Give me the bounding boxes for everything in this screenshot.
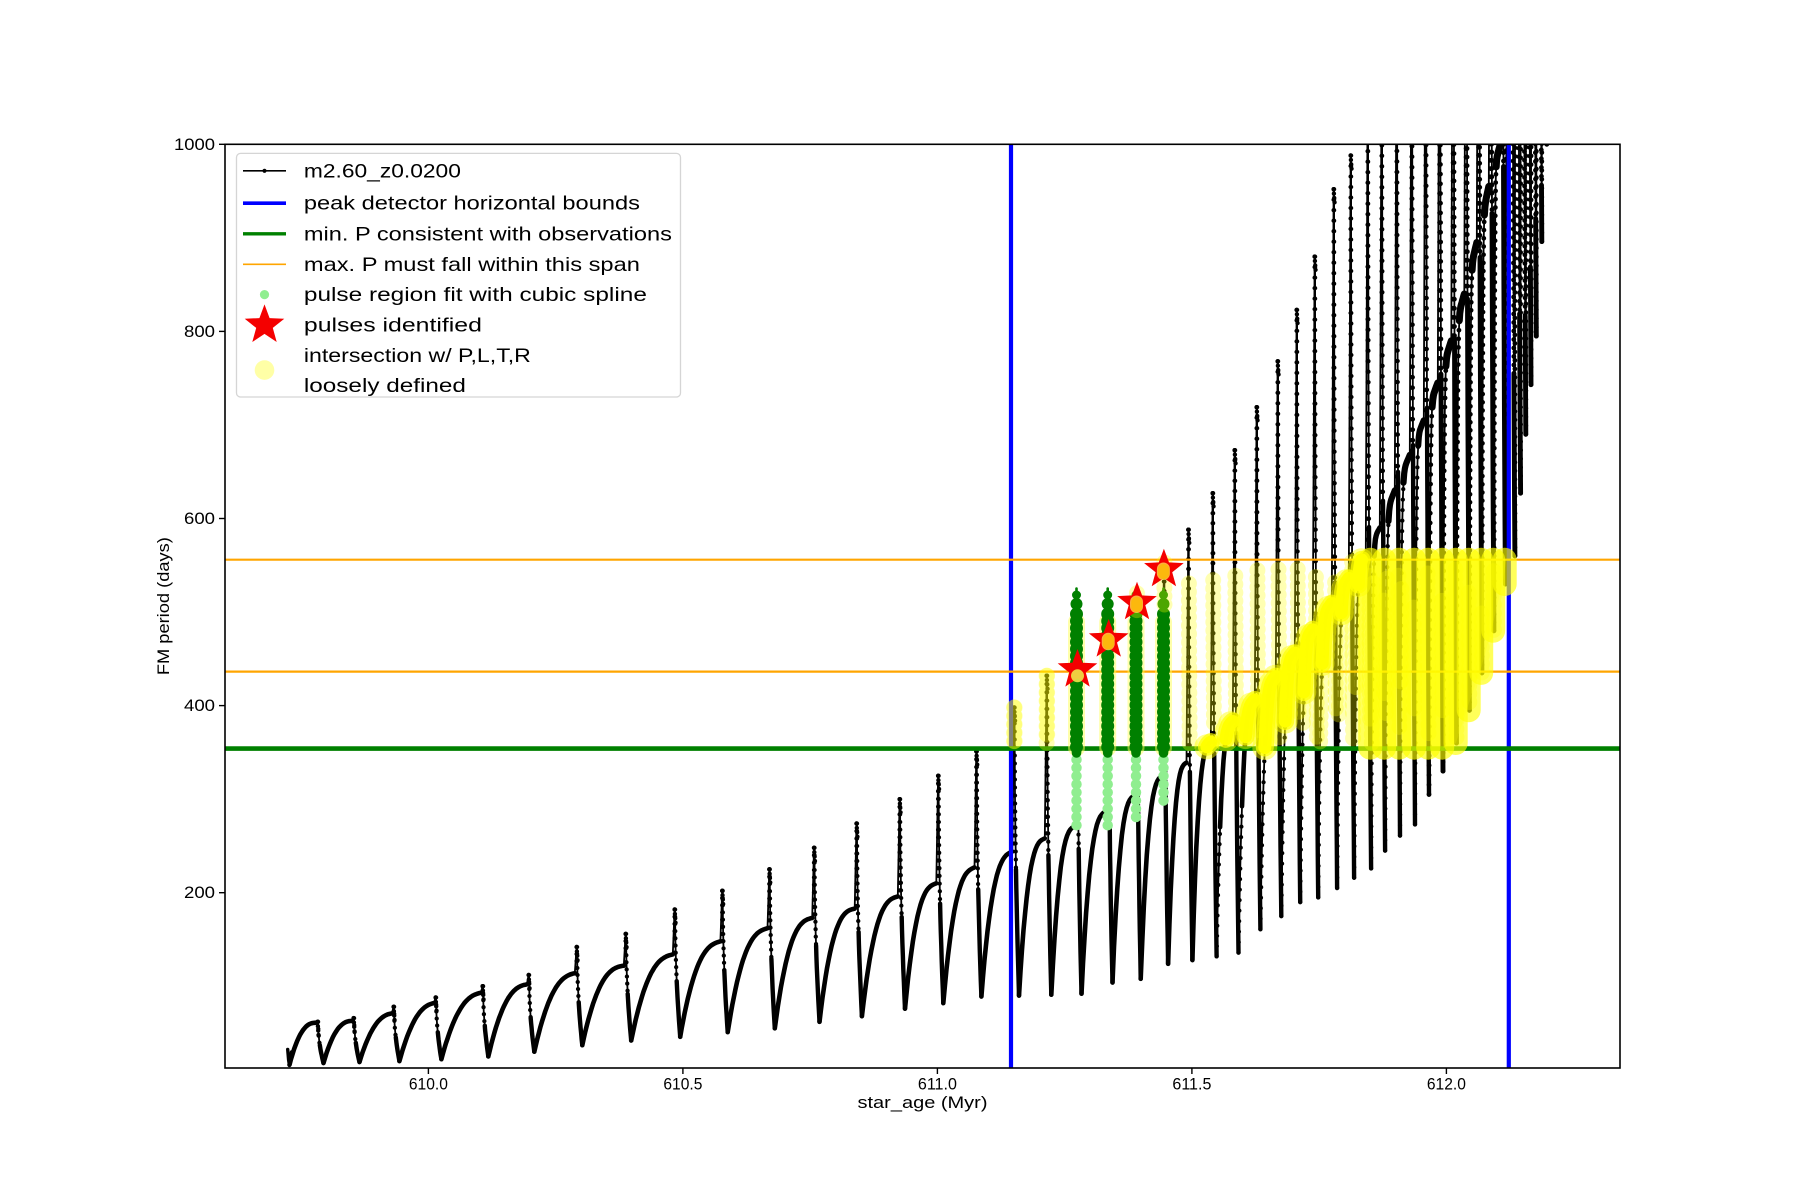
svg-text:star_age (Myr): star_age (Myr) (858, 1094, 988, 1112)
svg-text:min. P consistent with observa: min. P consistent with observations (304, 223, 672, 245)
svg-text:max. P must fall within this s: max. P must fall within this span (304, 254, 640, 276)
svg-text:loosely defined: loosely defined (304, 375, 466, 397)
svg-text:pulses identified: pulses identified (304, 315, 482, 337)
svg-text:800: 800 (184, 323, 215, 341)
svg-text:FM period (days): FM period (days) (155, 537, 173, 675)
svg-text:1000: 1000 (174, 136, 215, 154)
svg-text:peak detector horizontal bound: peak detector horizontal bounds (304, 193, 640, 215)
svg-text:pulse region fit with cubic sp: pulse region fit with cubic spline (304, 284, 647, 306)
svg-text:intersection w/ P,L,T,R: intersection w/ P,L,T,R (304, 345, 531, 367)
svg-text:200: 200 (184, 884, 215, 902)
svg-text:612.0: 612.0 (1427, 1076, 1466, 1094)
svg-text:611.0: 611.0 (918, 1076, 957, 1094)
svg-text:400: 400 (184, 697, 215, 715)
svg-text:611.5: 611.5 (1172, 1076, 1211, 1094)
svg-text:600: 600 (184, 510, 215, 528)
svg-text:610.0: 610.0 (409, 1076, 448, 1094)
svg-text:m2.60_z0.0200: m2.60_z0.0200 (304, 160, 461, 182)
svg-text:610.5: 610.5 (663, 1076, 702, 1094)
